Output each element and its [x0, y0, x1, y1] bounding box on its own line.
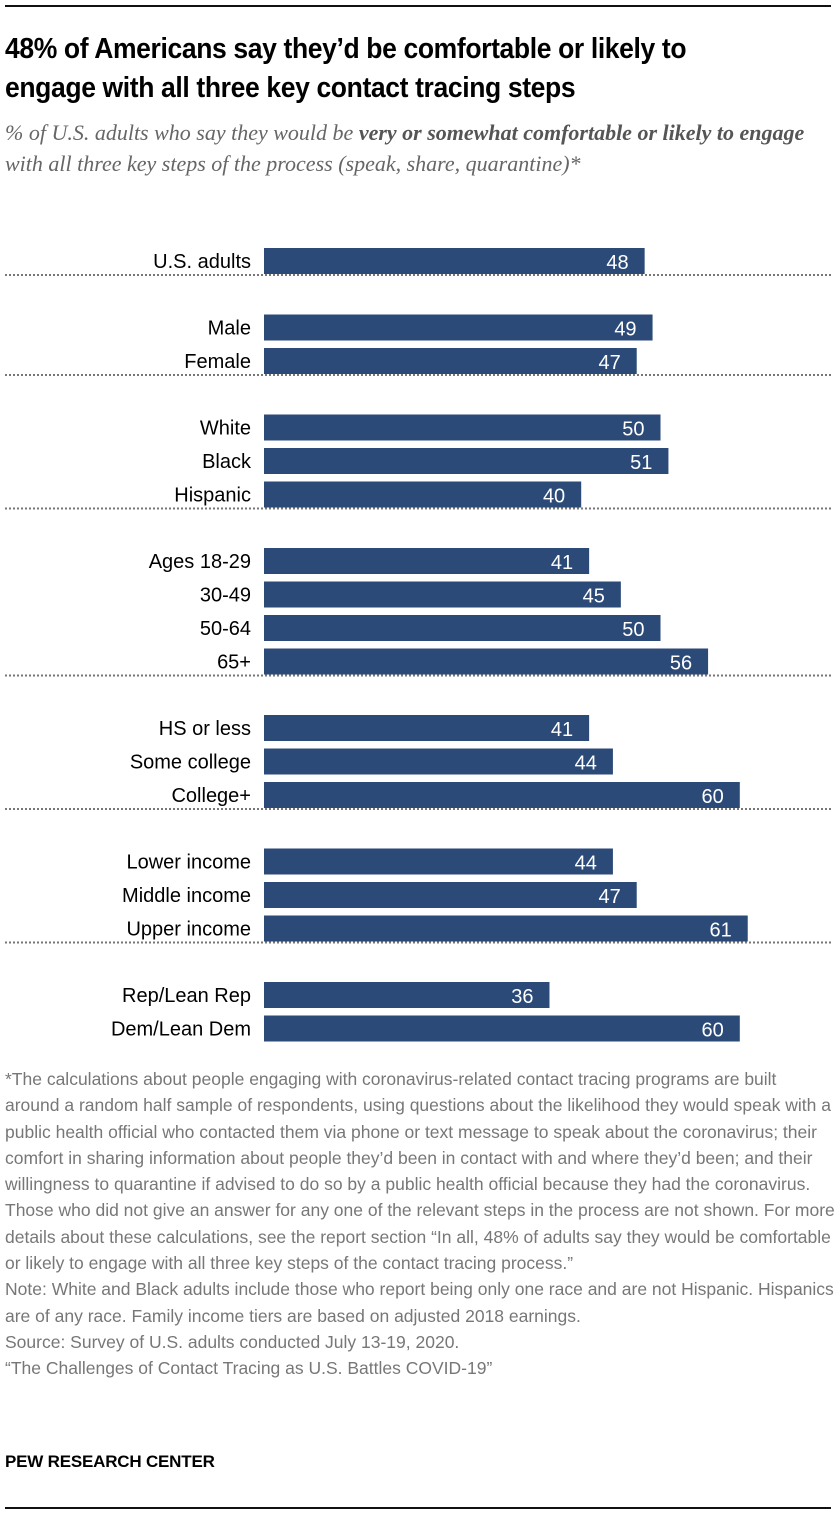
category-label: U.S. adults	[153, 251, 251, 273]
value-label: 45	[583, 586, 605, 608]
value-label: 60	[702, 1020, 724, 1042]
bar	[264, 748, 613, 775]
value-label: 48	[606, 252, 628, 274]
bottom-rule	[5, 1507, 831, 1509]
bar	[264, 481, 582, 508]
value-label: 50	[622, 419, 644, 441]
category-label: Some college	[130, 752, 251, 774]
bar	[264, 581, 621, 608]
footnote: *The calculations about people engaging …	[5, 1069, 835, 1274]
top-rule	[5, 5, 831, 7]
category-label: Black	[202, 451, 252, 473]
category-label: Dem/Lean Dem	[111, 1019, 251, 1041]
subtitle-text-end: with all three key steps of the process …	[5, 151, 581, 176]
bar	[264, 882, 637, 908]
category-label: Lower income	[126, 852, 251, 874]
category-label: 65+	[217, 652, 251, 674]
category-label: Rep/Lean Rep	[122, 985, 251, 1007]
value-label: 60	[702, 786, 724, 808]
bar-chart: U.S. adults 48 Male 49 Female 47 White 50 Black 5…	[5, 248, 831, 1042]
category-label: College+	[171, 785, 251, 807]
bar	[264, 414, 661, 441]
category-label: Female	[184, 351, 251, 373]
category-label: White	[200, 418, 251, 440]
value-label: 47	[598, 886, 620, 908]
value-label: 36	[511, 986, 533, 1008]
notes-block: *The calculations about people engaging …	[5, 1066, 835, 1382]
bar	[264, 448, 669, 474]
bar	[264, 915, 748, 942]
bar	[264, 314, 653, 341]
value-label: 47	[598, 352, 620, 374]
source: Source: Survey of U.S. adults conducted …	[5, 1331, 460, 1352]
pew-logo-text: PEW RESEARCH CENTER	[5, 1452, 215, 1471]
value-label: 44	[575, 753, 597, 775]
bar	[264, 715, 590, 741]
value-label: 61	[709, 920, 731, 942]
bar	[264, 248, 645, 274]
value-label: 51	[630, 452, 652, 474]
chart-title: 48% of Americans say they’d be comfortab…	[5, 33, 687, 104]
bar	[264, 348, 637, 374]
bar	[264, 848, 613, 875]
bar	[264, 648, 709, 675]
value-label: 56	[670, 653, 692, 675]
subtitle-emphasis: very or somewhat comfortable or likely t…	[358, 120, 805, 145]
value-label: 41	[551, 719, 573, 741]
chart-subtitle: % of U.S. adults who say they would be v…	[5, 117, 835, 179]
report-title: “The Challenges of Contact Tracing as U.…	[5, 1358, 493, 1379]
note: Note: White and Black adults include tho…	[5, 1279, 834, 1326]
bar	[264, 548, 590, 574]
category-label: Hispanic	[174, 485, 251, 507]
value-label: 41	[551, 552, 573, 574]
bar	[264, 1015, 740, 1042]
bar	[264, 782, 740, 808]
category-label: Ages 18-29	[149, 551, 251, 573]
value-label: 44	[575, 853, 597, 875]
value-label: 50	[622, 619, 644, 641]
bar	[264, 615, 661, 641]
subtitle-text: % of U.S. adults who say they would be	[5, 120, 359, 145]
bar	[264, 982, 550, 1008]
category-label: Upper income	[126, 919, 251, 941]
category-label: HS or less	[159, 718, 251, 740]
value-label: 40	[543, 486, 565, 508]
category-label: Middle income	[122, 885, 251, 907]
category-label: 30-49	[200, 585, 251, 607]
category-label: Male	[208, 318, 251, 340]
value-label: 49	[614, 319, 636, 341]
category-label: 50-64	[200, 618, 251, 640]
